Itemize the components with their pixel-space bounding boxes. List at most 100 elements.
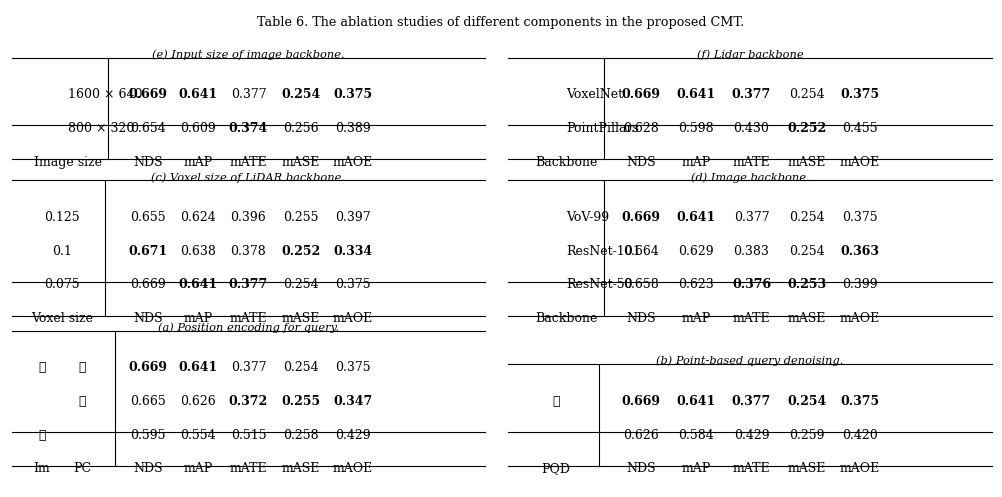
Text: 0.375: 0.375: [842, 211, 878, 224]
Text: 0.641: 0.641: [178, 88, 218, 101]
Text: 0.399: 0.399: [842, 278, 878, 291]
Text: 0.347: 0.347: [333, 395, 373, 408]
Text: 0.624: 0.624: [180, 211, 216, 224]
Text: 0.609: 0.609: [180, 122, 216, 135]
Text: 0.254: 0.254: [281, 88, 321, 101]
Text: 0.252: 0.252: [787, 122, 827, 135]
Text: 0.420: 0.420: [842, 428, 878, 441]
Text: mAOE: mAOE: [840, 156, 880, 168]
Text: 0.655: 0.655: [130, 211, 166, 224]
Text: 0.641: 0.641: [178, 278, 218, 291]
Text: (c) Voxel size of LiDAR backbone.: (c) Voxel size of LiDAR backbone.: [151, 172, 346, 182]
Text: 0.626: 0.626: [623, 428, 659, 441]
Text: 0.258: 0.258: [283, 428, 319, 441]
Text: 0.253: 0.253: [787, 278, 827, 291]
Text: 0.429: 0.429: [733, 428, 770, 441]
Text: mATE: mATE: [732, 156, 771, 168]
Text: mAP: mAP: [183, 156, 213, 168]
Text: PQD: PQD: [542, 462, 570, 475]
Text: NDS: NDS: [626, 462, 656, 475]
Text: ResNet-101: ResNet-101: [566, 245, 641, 257]
Text: 0.429: 0.429: [335, 428, 371, 441]
Text: 0.255: 0.255: [281, 395, 321, 408]
Text: ✓: ✓: [78, 395, 86, 408]
Text: (a) Position encoding for query.: (a) Position encoding for query.: [158, 322, 339, 332]
Text: mAOE: mAOE: [333, 156, 373, 168]
Text: 0.363: 0.363: [841, 245, 879, 257]
Text: 0.377: 0.377: [230, 88, 267, 101]
Text: NDS: NDS: [133, 156, 163, 168]
Text: 0.641: 0.641: [676, 211, 716, 224]
Text: 0.254: 0.254: [789, 245, 825, 257]
Text: 0.075: 0.075: [44, 278, 80, 291]
Text: 800 × 320: 800 × 320: [68, 122, 134, 135]
Text: 0.377: 0.377: [731, 395, 772, 408]
Text: 0.598: 0.598: [678, 122, 714, 135]
Text: mASE: mASE: [282, 312, 320, 325]
Text: 0.377: 0.377: [230, 361, 267, 374]
Text: 0.377: 0.377: [731, 88, 772, 101]
Text: ✓: ✓: [78, 361, 86, 374]
Text: 0.377: 0.377: [733, 211, 770, 224]
Text: 0.254: 0.254: [787, 395, 827, 408]
Text: 0.658: 0.658: [623, 278, 659, 291]
Text: mATE: mATE: [229, 156, 268, 168]
Text: (d) Image backbone.: (d) Image backbone.: [690, 172, 810, 182]
Text: mAP: mAP: [681, 462, 711, 475]
Text: 0.375: 0.375: [335, 361, 371, 374]
Text: 0.641: 0.641: [676, 88, 716, 101]
Text: mAP: mAP: [681, 156, 711, 168]
Text: 0.259: 0.259: [789, 428, 825, 441]
Text: 0.638: 0.638: [180, 245, 216, 257]
Text: 0.665: 0.665: [130, 395, 166, 408]
Text: mASE: mASE: [788, 312, 826, 325]
Text: mATE: mATE: [229, 462, 268, 475]
Text: 0.669: 0.669: [129, 361, 167, 374]
Text: 0.378: 0.378: [230, 245, 267, 257]
Text: mAOE: mAOE: [333, 312, 373, 325]
Text: mATE: mATE: [732, 462, 771, 475]
Text: ResNet-50: ResNet-50: [566, 278, 632, 291]
Text: mASE: mASE: [788, 462, 826, 475]
Text: 0.375: 0.375: [840, 88, 880, 101]
Text: Backbone: Backbone: [535, 156, 597, 168]
Text: VoV-99: VoV-99: [566, 211, 609, 224]
Text: NDS: NDS: [133, 312, 163, 325]
Text: PC: PC: [73, 462, 91, 475]
Text: 0.396: 0.396: [230, 211, 267, 224]
Text: 0.629: 0.629: [678, 245, 714, 257]
Text: 0.397: 0.397: [335, 211, 371, 224]
Text: 0.595: 0.595: [130, 428, 166, 441]
Text: VoxelNet: VoxelNet: [566, 88, 623, 101]
Text: 0.383: 0.383: [733, 245, 770, 257]
Text: 0.623: 0.623: [678, 278, 714, 291]
Text: 0.374: 0.374: [228, 122, 269, 135]
Text: 0.125: 0.125: [44, 211, 80, 224]
Text: 0.252: 0.252: [281, 245, 321, 257]
Text: 0.375: 0.375: [840, 395, 880, 408]
Text: 0.669: 0.669: [622, 211, 660, 224]
Text: 1600 × 640: 1600 × 640: [68, 88, 142, 101]
Text: 0.455: 0.455: [842, 122, 878, 135]
Text: mASE: mASE: [282, 156, 320, 168]
Text: 0.254: 0.254: [789, 211, 825, 224]
Text: 0.554: 0.554: [180, 428, 216, 441]
Text: 0.671: 0.671: [128, 245, 168, 257]
Text: (f) Lidar backbone: (f) Lidar backbone: [696, 49, 804, 60]
Text: mATE: mATE: [732, 312, 771, 325]
Text: 0.628: 0.628: [623, 122, 659, 135]
Text: 0.626: 0.626: [180, 395, 216, 408]
Text: 0.389: 0.389: [335, 122, 371, 135]
Text: Voxel size: Voxel size: [31, 312, 93, 325]
Text: 0.254: 0.254: [283, 361, 319, 374]
Text: 0.254: 0.254: [283, 278, 319, 291]
Text: ✓: ✓: [38, 428, 46, 441]
Text: mAP: mAP: [183, 462, 213, 475]
Text: 0.375: 0.375: [335, 278, 371, 291]
Text: mAOE: mAOE: [840, 462, 880, 475]
Text: 0.584: 0.584: [678, 428, 714, 441]
Text: 0.377: 0.377: [228, 278, 269, 291]
Text: 0.1: 0.1: [52, 245, 72, 257]
Text: 0.256: 0.256: [283, 122, 319, 135]
Text: Table 6. The ablation studies of different components in the proposed CMT.: Table 6. The ablation studies of differe…: [258, 16, 744, 29]
